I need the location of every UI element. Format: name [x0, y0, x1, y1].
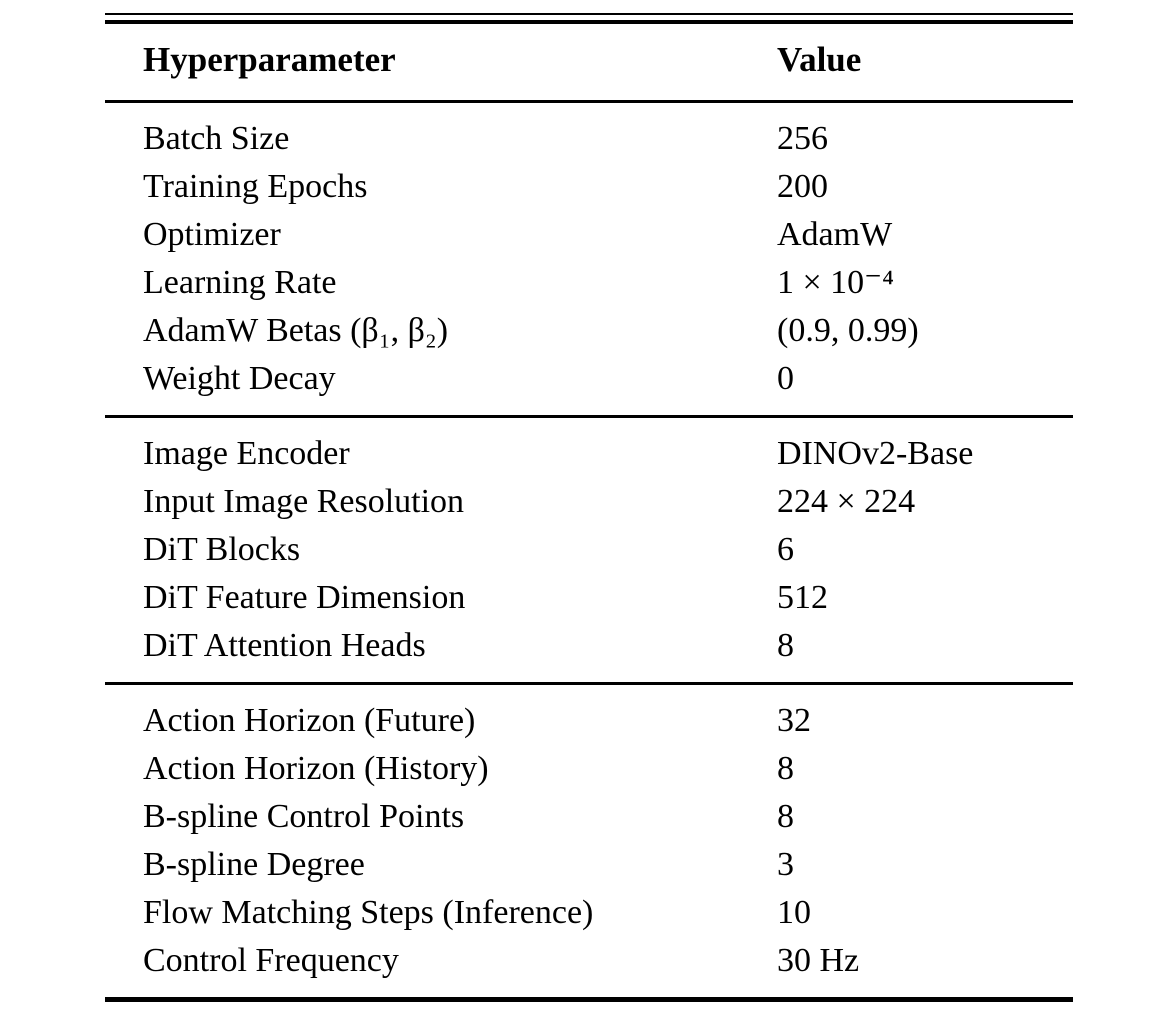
- table-row: Image Encoder DINOv2-Base: [105, 430, 1073, 478]
- table-row: DiT Attention Heads 8: [105, 622, 1073, 670]
- cell-value: 32: [777, 702, 811, 739]
- cell-value: DINOv2-Base: [777, 435, 974, 472]
- header-separator-rule: [105, 100, 1073, 103]
- cell-value: 8: [777, 798, 794, 835]
- table-row: Control Frequency 30 Hz: [105, 937, 1073, 985]
- table-section-action: Action Horizon (Future) 32 Action Horizo…: [105, 685, 1073, 997]
- cell-param: Control Frequency: [143, 942, 399, 979]
- cell-param: Training Epochs: [143, 168, 368, 205]
- cell-value: 1 × 10⁻⁴: [777, 264, 894, 301]
- table-section-training: Batch Size 256 Training Epochs 200 Optim…: [105, 103, 1073, 415]
- cell-value: 0: [777, 360, 794, 397]
- table-row: DiT Blocks 6: [105, 526, 1073, 574]
- cell-value: 8: [777, 750, 794, 787]
- table-section-architecture: Image Encoder DINOv2-Base Input Image Re…: [105, 418, 1073, 682]
- cell-param: AdamW Betas (β₁, β₂): [143, 312, 449, 349]
- cell-value: 3: [777, 846, 794, 883]
- table-bottom-rule: [105, 997, 1073, 1002]
- column-header-value: Value: [777, 40, 862, 79]
- table-row: Action Horizon (History) 8: [105, 745, 1073, 793]
- cell-value: AdamW: [777, 216, 893, 253]
- table-row: Optimizer AdamW: [105, 211, 1073, 259]
- table-row: AdamW Betas (β₁, β₂) (0.9, 0.99): [105, 307, 1073, 355]
- cell-param: DiT Attention Heads: [143, 627, 426, 664]
- table-top-rule-thick: [105, 20, 1073, 24]
- cell-value: 30 Hz: [777, 942, 860, 979]
- column-header-hyperparameter: Hyperparameter: [143, 40, 396, 79]
- cell-value: 8: [777, 627, 794, 664]
- cell-value: 256: [777, 120, 828, 157]
- cell-param: Batch Size: [143, 120, 290, 157]
- table-row: Input Image Resolution 224 × 224: [105, 478, 1073, 526]
- cell-value: 200: [777, 168, 828, 205]
- cell-param: B-spline Control Points: [143, 798, 465, 835]
- cell-value: 512: [777, 579, 828, 616]
- table-row: DiT Feature Dimension 512: [105, 574, 1073, 622]
- cell-value: 224 × 224: [777, 483, 916, 520]
- cell-value: (0.9, 0.99): [777, 312, 919, 349]
- cell-param: Learning Rate: [143, 264, 337, 301]
- table-row: Action Horizon (Future) 32: [105, 697, 1073, 745]
- cell-value: 10: [777, 894, 811, 931]
- cell-param: Flow Matching Steps (Inference): [143, 894, 594, 931]
- cell-param: DiT Feature Dimension: [143, 579, 466, 616]
- cell-param: Action Horizon (Future): [143, 702, 476, 739]
- section-separator-rule: [105, 682, 1073, 685]
- table-row: Weight Decay 0: [105, 355, 1073, 403]
- table-row: B-spline Degree 3: [105, 841, 1073, 889]
- cell-param: Image Encoder: [143, 435, 350, 472]
- cell-param: DiT Blocks: [143, 531, 301, 568]
- cell-param: Input Image Resolution: [143, 483, 465, 520]
- cell-param: B-spline Degree: [143, 846, 365, 883]
- cell-value: 6: [777, 531, 794, 568]
- table-header-row: Hyperparameter Value: [105, 24, 1073, 100]
- table-row: Batch Size 256: [105, 115, 1073, 163]
- table-row: B-spline Control Points 8: [105, 793, 1073, 841]
- cell-param: Optimizer: [143, 216, 281, 253]
- table-top-rule-thin: [105, 13, 1073, 15]
- hyperparameters-table: Hyperparameter Value Batch Size 256 Trai…: [105, 13, 1073, 1002]
- table-row: Training Epochs 200: [105, 163, 1073, 211]
- cell-param: Weight Decay: [143, 360, 336, 397]
- section-separator-rule: [105, 415, 1073, 418]
- cell-param: Action Horizon (History): [143, 750, 489, 787]
- table-row: Flow Matching Steps (Inference) 10: [105, 889, 1073, 937]
- table-row: Learning Rate 1 × 10⁻⁴: [105, 259, 1073, 307]
